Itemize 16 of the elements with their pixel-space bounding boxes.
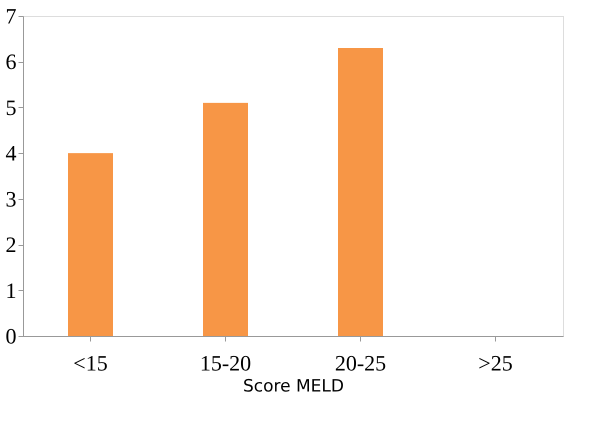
y-tick-label: 0 bbox=[6, 324, 16, 348]
bar bbox=[68, 153, 113, 336]
y-tick-label: 5 bbox=[6, 94, 16, 120]
x-tick-label: 15-20 bbox=[200, 350, 252, 376]
y-tick-label: 2 bbox=[6, 232, 16, 258]
x-axis-title: Score MELD bbox=[243, 376, 344, 396]
x-tick-label: 20-25 bbox=[334, 350, 386, 376]
x-tick-label: <15 bbox=[73, 350, 108, 376]
y-tick-label: 1 bbox=[6, 278, 16, 303]
y-tick-label: 6 bbox=[6, 49, 16, 74]
y-tick-label: 7 bbox=[6, 4, 16, 28]
bar bbox=[338, 48, 383, 336]
y-tick-label: 4 bbox=[6, 140, 16, 166]
y-tick-label: 3 bbox=[6, 186, 16, 212]
x-tick-label: >25 bbox=[478, 350, 513, 376]
bar bbox=[203, 102, 248, 336]
